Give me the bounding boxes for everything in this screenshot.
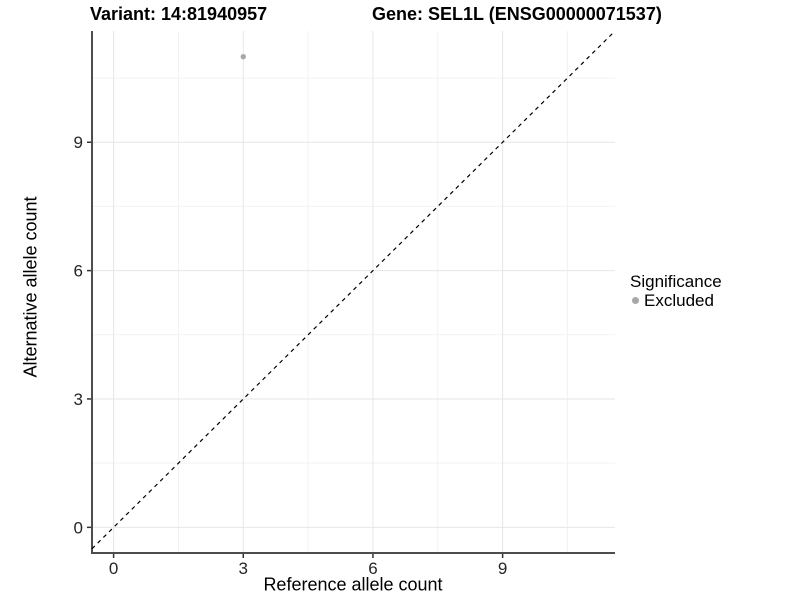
legend-title: Significance: [630, 272, 722, 291]
legend-item-label: Excluded: [644, 291, 714, 310]
x-axis-title: Reference allele count: [263, 574, 443, 595]
x-tick-label: 3: [239, 559, 248, 578]
gene-title: Gene: SEL1L (ENSG00000071537): [372, 4, 662, 24]
identity-reference-line: [91, 30, 616, 550]
y-tick-label: 6: [74, 262, 83, 281]
x-tick-label: 6: [368, 559, 377, 578]
x-tick-label: 0: [109, 559, 118, 578]
data-point: [240, 53, 246, 60]
legend-item-excluded: Excluded: [630, 291, 722, 310]
y-tick-label: 3: [74, 390, 83, 409]
y-axis-title: Alternative allele count: [20, 196, 41, 378]
variant-title: Variant: 14:81940957: [90, 4, 268, 24]
y-tick-label: 0: [74, 518, 83, 537]
legend: Significance Excluded: [630, 272, 722, 310]
y-tick-label: 9: [74, 133, 83, 152]
x-tick-label: 9: [498, 559, 507, 578]
excluded-point-icon: [632, 297, 639, 304]
